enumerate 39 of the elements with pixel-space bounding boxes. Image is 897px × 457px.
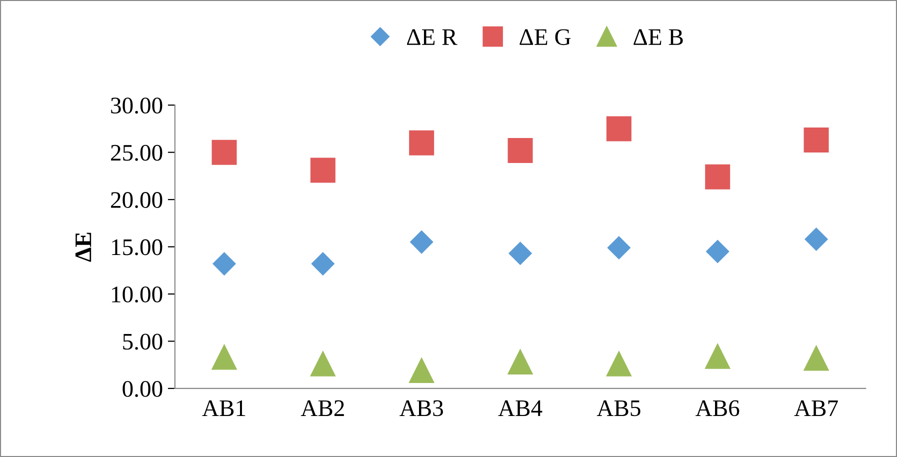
point <box>606 351 632 376</box>
point <box>311 252 334 276</box>
point <box>607 236 630 260</box>
x-tick-label: AB1 <box>202 400 246 416</box>
point <box>310 351 336 376</box>
y-tick-label: 10.00 <box>112 286 162 303</box>
point <box>804 228 828 251</box>
legend-label: ΔE R <box>407 29 458 45</box>
y-tick-label: 25.00 <box>111 144 162 161</box>
point <box>705 164 730 190</box>
x-tick-label: AB6 <box>696 400 740 416</box>
point <box>212 344 237 370</box>
point <box>706 240 730 263</box>
x-tick-label: AB4 <box>498 400 542 416</box>
point <box>410 230 434 254</box>
point <box>310 158 336 183</box>
y-tick-label: 0.00 <box>122 380 162 397</box>
point <box>212 140 237 165</box>
point <box>508 242 532 265</box>
point <box>212 252 236 276</box>
point <box>606 116 632 142</box>
y-tick-label: 20.00 <box>111 192 162 208</box>
x-tick-label: AB3 <box>400 400 443 416</box>
point <box>508 138 533 163</box>
point <box>705 344 730 369</box>
x-tick-label: AB7 <box>794 400 838 416</box>
y-tick-label: 15.00 <box>112 239 162 256</box>
x-tick-label: AB2 <box>300 400 344 416</box>
y-axis-title: ΔE <box>75 232 92 262</box>
x-tick-label: AB5 <box>596 400 640 416</box>
point <box>804 346 829 371</box>
point <box>508 350 533 375</box>
y-tick-label: 30.00 <box>111 98 162 114</box>
point <box>409 358 434 384</box>
legend-label: ΔE B <box>634 29 683 45</box>
y-tick-label: 5.00 <box>123 334 162 350</box>
point <box>409 130 434 156</box>
point <box>804 128 829 153</box>
legend-label: ΔE G <box>520 29 571 46</box>
